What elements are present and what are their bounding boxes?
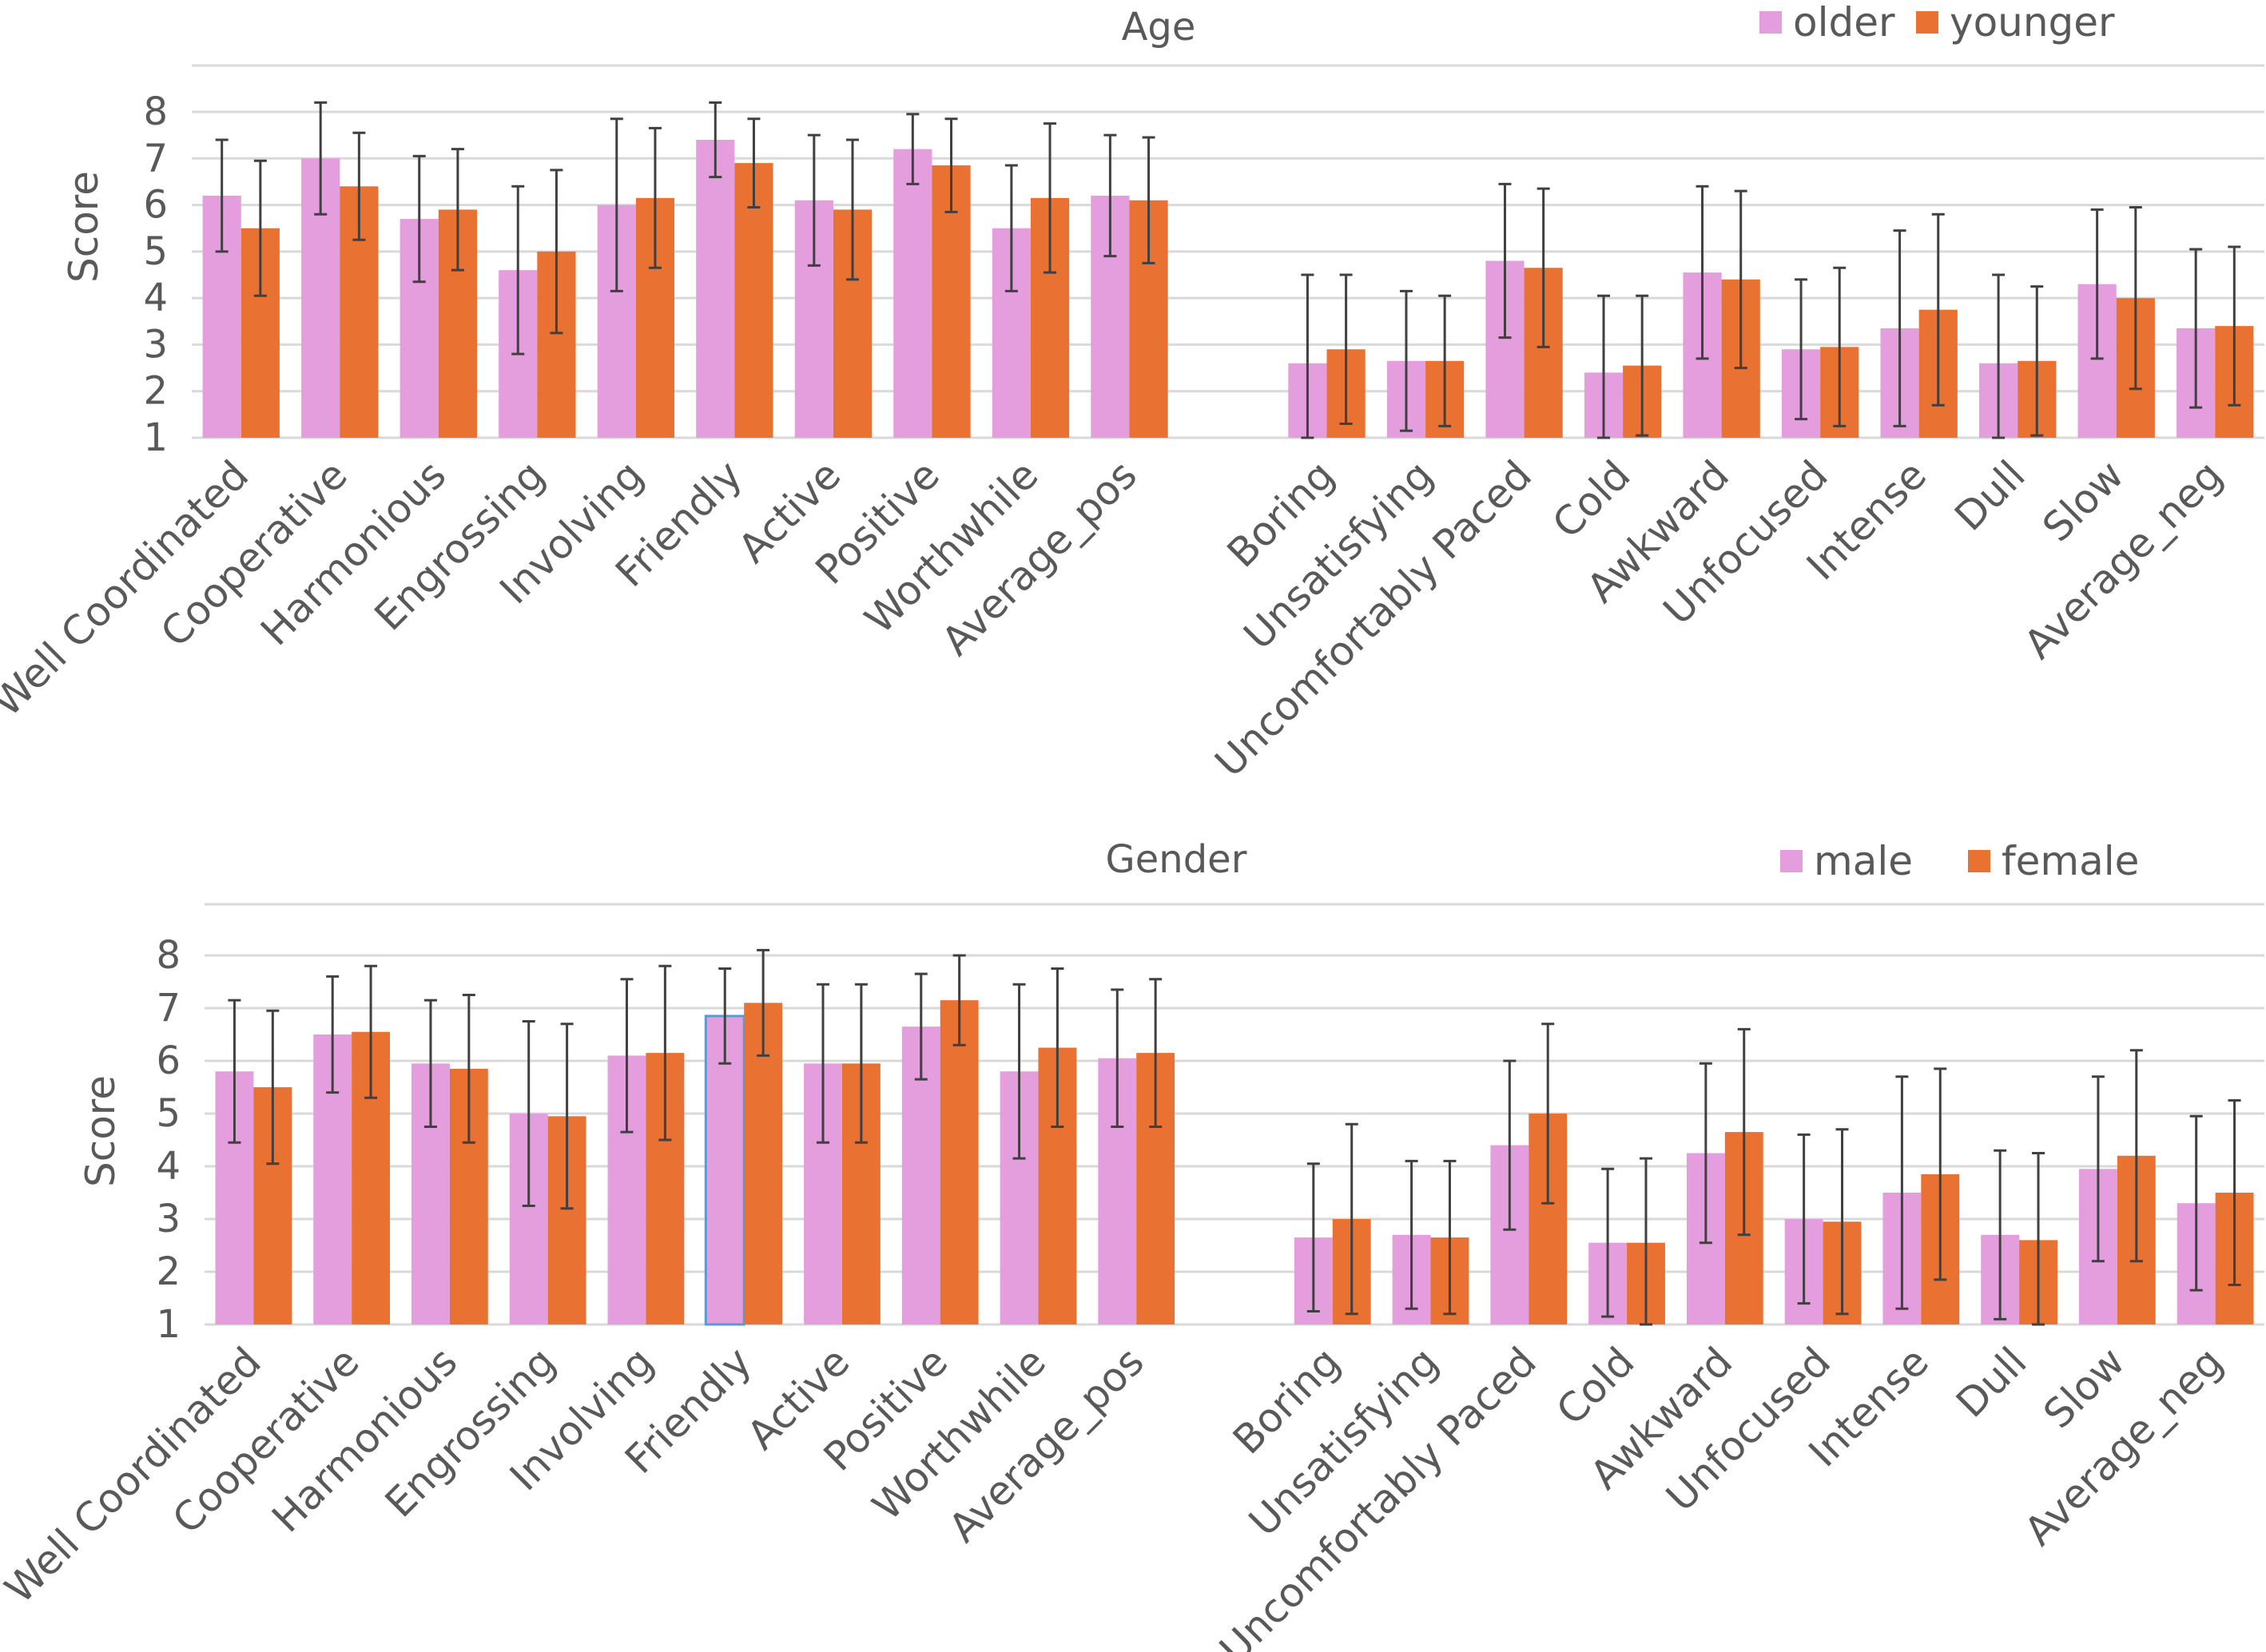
y-tick-label: 1	[143, 415, 168, 460]
legend-swatch-male	[1780, 850, 1803, 872]
bar-female	[940, 1000, 979, 1324]
legend-label-male: male	[1814, 838, 1913, 884]
y-tick-label: 5	[156, 1091, 181, 1136]
bar-male	[704, 1015, 745, 1326]
x-category-label: Dull	[1947, 1338, 2035, 1426]
y-tick-label: 8	[156, 933, 181, 978]
y-tick-label: 1	[156, 1302, 181, 1347]
y-axis-title: Score	[61, 171, 107, 283]
y-tick-label: 2	[156, 1249, 181, 1294]
bar-younger	[734, 163, 773, 438]
chart-title: Age	[1122, 5, 1196, 50]
legend-label-older: older	[1793, 0, 1895, 46]
y-tick-label: 4	[143, 276, 168, 320]
bar-older	[696, 139, 735, 438]
y-tick-label: 7	[156, 986, 181, 1031]
y-tick-label: 7	[143, 136, 168, 181]
bar-older	[893, 149, 932, 438]
y-tick-label: 5	[143, 229, 168, 274]
y-tick-label: 3	[156, 1197, 181, 1241]
y-tick-label: 3	[143, 322, 168, 367]
legend-swatch-older	[1759, 11, 1782, 34]
legend-swatch-younger	[1916, 11, 1938, 34]
legend-swatch-female	[1968, 850, 1990, 872]
y-tick-label: 4	[156, 1144, 181, 1189]
y-tick-label: 6	[156, 1038, 181, 1083]
legend-label-younger: younger	[1950, 0, 2115, 46]
x-category-label: Dull	[1946, 451, 2033, 539]
y-tick-label: 8	[143, 89, 168, 134]
chart-title: Gender	[1106, 837, 1247, 882]
y-tick-label: 2	[143, 369, 168, 414]
y-axis-title: Score	[78, 1075, 124, 1187]
legend-label-female: female	[2002, 838, 2139, 884]
y-tick-label: 6	[143, 183, 168, 228]
